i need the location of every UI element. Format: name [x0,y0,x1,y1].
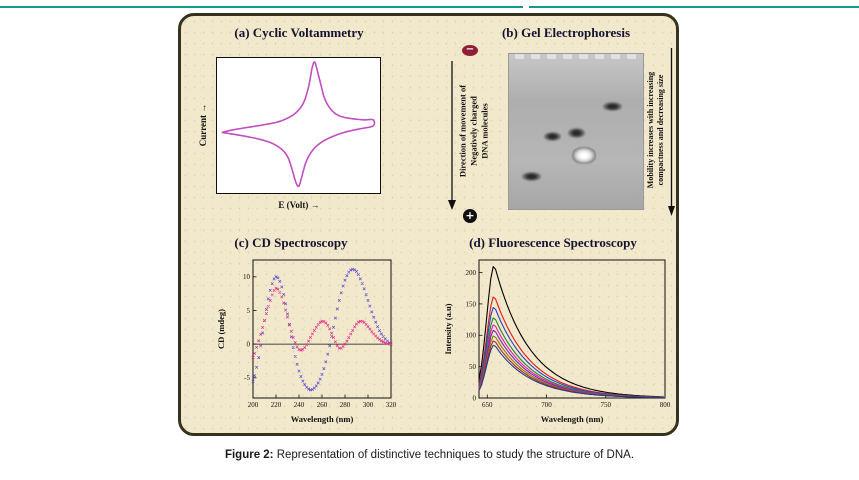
gel-right-label-line1: Mobility increases with increasing [646,71,655,189]
cv-x-axis-label: E (Volt) → [278,200,320,210]
gel-well [563,54,572,59]
svg-text:800: 800 [660,401,671,409]
gel-left-label-line2: Negatively charged [468,96,479,166]
svg-text:50: 50 [469,363,477,371]
svg-text:240: 240 [294,401,305,409]
caption-text: Representation of distinctive techniques… [273,449,635,461]
svg-text:Wavelength (nm): Wavelength (nm) [541,414,604,424]
cv-curve [221,61,376,188]
svg-text:280: 280 [340,401,351,409]
svg-text:260: 260 [317,401,328,409]
panel-d-title: (d) Fluorescence Spectroscopy [469,235,637,250]
caption-label: Figure 2: [224,449,274,461]
svg-text:150: 150 [466,300,477,308]
svg-text:-5: -5 [244,374,250,382]
svg-text:200: 200 [466,269,477,277]
panel-a-title: (a) Cyclic Voltammetry [234,25,364,40]
svg-text:100: 100 [466,332,477,340]
panel-b-title: (b) Gel Electrophoresis [501,25,631,40]
svg-text:10: 10 [243,273,251,281]
svg-text:750: 750 [601,401,612,409]
svg-text:200: 200 [248,401,259,409]
svg-text:0: 0 [473,394,477,402]
svg-text:650: 650 [482,401,493,409]
gel-left-label-line1: Direction of movement of [457,84,468,178]
left-down-arrow-icon [448,61,456,210]
gel-left-label-line3: DNA molecules [479,103,490,159]
svg-text:5: 5 [247,307,251,315]
fluorescence-chart-svg: 0 50 100 150 200 650 700 750 800 Intensity (a.u) W… [443,259,671,424]
gel-image [508,53,644,210]
cv-plot-box [216,57,381,194]
svg-text:Wavelength (nm): Wavelength (nm) [291,414,354,424]
gel-well [531,54,540,59]
gel-well [627,54,636,59]
cd-violet-series [251,267,393,392]
right-down-arrow-icon [668,48,675,216]
gel-well [515,54,524,59]
gel-well [595,54,604,59]
svg-text:220: 220 [271,401,282,409]
plus-electrode-icon: + [463,209,477,223]
fluorescence-curve-3 [478,306,664,398]
svg-text:300: 300 [363,401,374,409]
gel-band [522,171,542,182]
svg-text:Intensity (a.u): Intensity (a.u) [443,303,453,354]
gel-well [579,54,588,59]
figure-caption: Figure 2: Representation of distinctive … [0,449,859,461]
gel-band [543,131,562,141]
cd-pink-series [251,286,393,360]
figure-box: (a) Cyclic Voltammetry Current → E (Volt… [178,13,679,436]
svg-text:0: 0 [247,341,251,349]
gel-band [567,128,586,138]
cd-chart-svg: -5 0 5 10 200 220 240 260 280 300 320 CD (mdeg) Wave… [216,259,397,424]
top-rule [0,6,859,8]
fluorescence-curve-2 [478,296,664,398]
fluorescence-plot-frame [478,259,666,399]
cv-curve-svg [221,61,376,188]
gel-right-label-line2: compactness and decreasing size [656,74,665,186]
minus-electrode-icon: − [462,45,478,56]
svg-text:700: 700 [541,401,552,409]
svg-text:CD (mdeg): CD (mdeg) [216,309,226,349]
panel-c-title: (c) CD Spectroscopy [234,235,348,250]
gel-band [571,147,597,165]
svg-text:320: 320 [386,401,397,409]
fluorescence-curve-1 [478,266,664,398]
gel-well [611,54,620,59]
gel-well [547,54,556,59]
gel-band [602,102,622,112]
fluorescence-curve-9 [478,344,664,399]
